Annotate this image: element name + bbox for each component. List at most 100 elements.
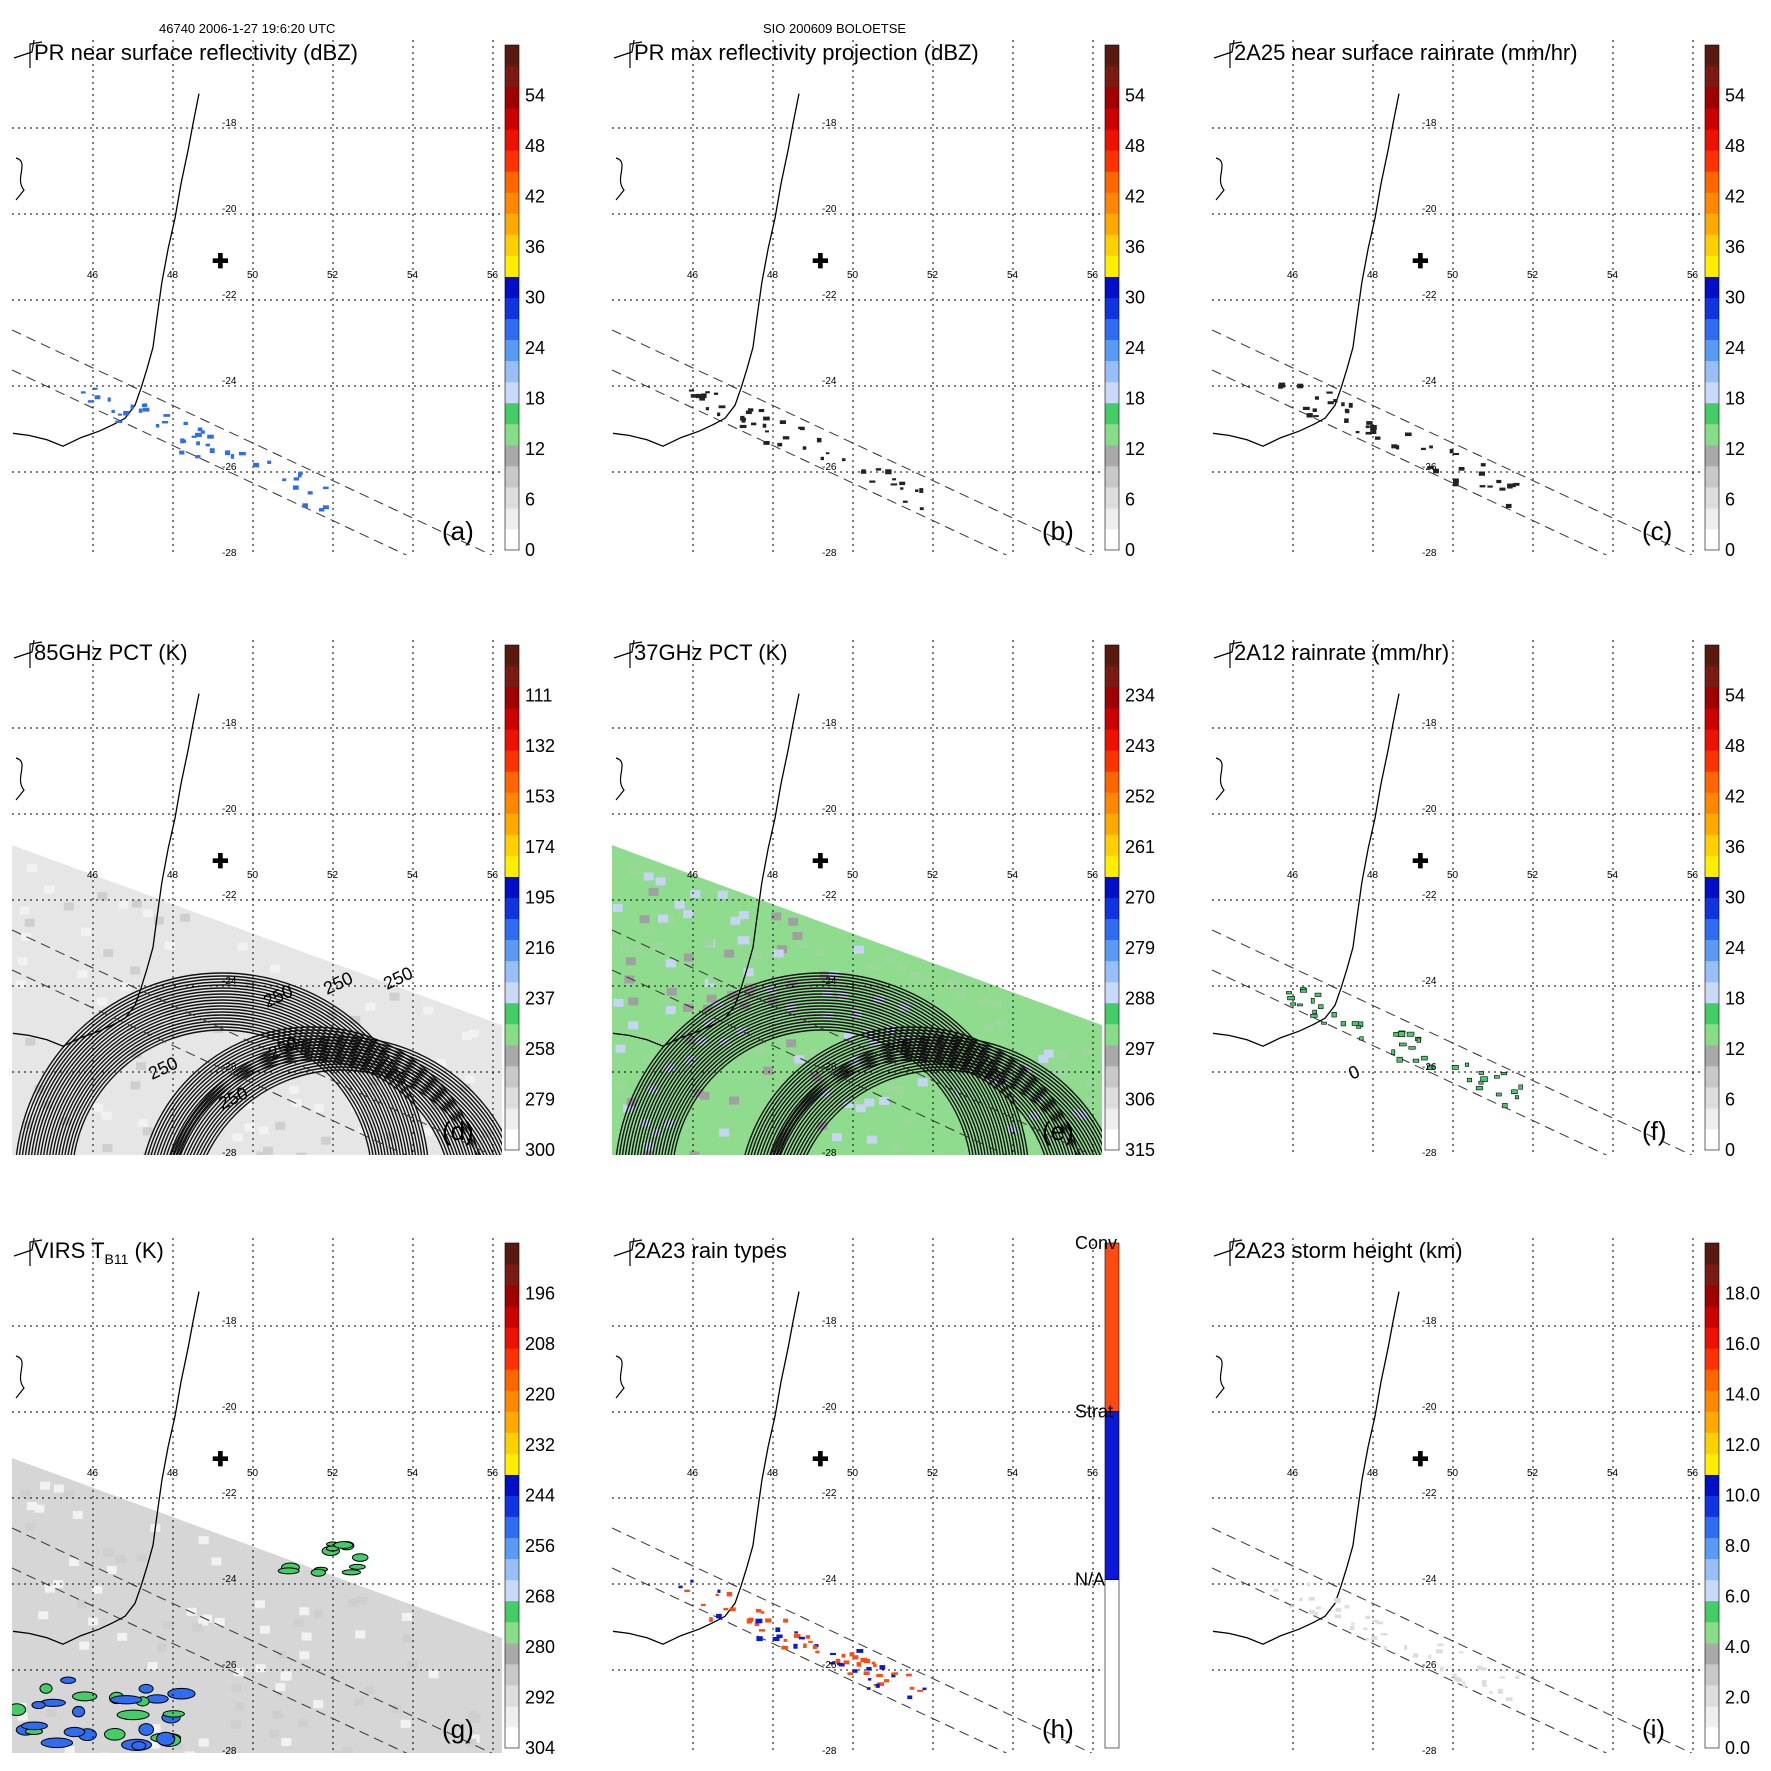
- rain-cell: [860, 470, 867, 474]
- title-end: (K): [128, 1238, 163, 1263]
- panel-title: PR near surface reflectivity (dBZ): [34, 40, 358, 65]
- rain-cell: [695, 393, 703, 399]
- colorbar-tick-label: 16.0: [1725, 1334, 1760, 1354]
- panel-title: 37GHz PCT (K): [634, 640, 788, 665]
- title-bracket: [629, 41, 643, 68]
- swath-pixel: [864, 1098, 875, 1107]
- lon-tick-label: 52: [327, 870, 339, 881]
- colorbar-segment: [1705, 1726, 1719, 1749]
- colorbar-segment: [505, 1128, 519, 1151]
- colorbar-segment: [505, 939, 519, 962]
- swath-pixel: [917, 1078, 928, 1087]
- rain-cell: [1312, 408, 1317, 412]
- rain-cell: [1505, 1697, 1513, 1701]
- swath-pixel: [899, 1003, 910, 1012]
- lat-tick-label: -20: [822, 204, 837, 215]
- colorbar-tick-label: 0.0: [1725, 1738, 1750, 1758]
- colorbar-segment: [1105, 318, 1119, 341]
- cold-cloud-blob: [167, 1687, 196, 1700]
- pct-contour-ring: [176, 1042, 502, 1155]
- title-bracket: [1229, 41, 1243, 68]
- colorbar: 0.0 2.0 4.0 6.0 8.0 10.0 12.0 14.0 16.0 18.0: [1704, 1242, 1760, 1758]
- cold-cloud-blob: [109, 1695, 143, 1705]
- rain-cell: [209, 448, 215, 454]
- lat-tick-label: -28: [822, 548, 837, 559]
- rain-cell: [1314, 992, 1322, 997]
- colorbar-segment: [505, 507, 519, 530]
- lon-tick-label: 52: [1527, 1468, 1539, 1479]
- colorbar-segment: [505, 1264, 519, 1286]
- rain-cell: [1505, 503, 1512, 509]
- swath-pixel: [93, 1103, 104, 1112]
- rain-cell: [852, 1655, 859, 1660]
- colorbar-segment: [505, 1306, 519, 1328]
- rain-cell: [1480, 463, 1486, 467]
- pct-contour-ring: [67, 1023, 377, 1155]
- lat-tick-label: -18: [1422, 118, 1437, 129]
- swath-pixel: [69, 1558, 80, 1566]
- colorbar-segment: [505, 192, 519, 214]
- lon-tick-label: 46: [687, 870, 699, 881]
- rain-cell: [282, 478, 287, 482]
- swath-pixel: [991, 1001, 1001, 1010]
- swath-pixel: [400, 1719, 411, 1728]
- colorbar-segment: [1705, 939, 1719, 962]
- title-bracket: [29, 1239, 43, 1266]
- swath-pixel: [801, 1154, 811, 1155]
- swath-pixel: [754, 1046, 765, 1055]
- panel-title: VIRS TB11 (K): [34, 1238, 164, 1267]
- rain-cell: [1391, 444, 1398, 449]
- colorbar-segment: [505, 1495, 519, 1518]
- swath-pixel: [644, 927, 655, 936]
- rain-cell: [751, 422, 757, 426]
- rain-cell: [876, 1674, 883, 1678]
- lat-tick-label: -20: [222, 204, 237, 215]
- swath-pixel: [82, 1029, 93, 1038]
- pct-contour-ring: [206, 1069, 478, 1155]
- cold-cloud-blob: [351, 1553, 369, 1562]
- rain-cell: [1511, 1089, 1518, 1095]
- cold-cloud-blob: [71, 1691, 98, 1702]
- colorbar-tick-label: 216: [525, 938, 555, 958]
- colorbar-segment: [1104, 1411, 1120, 1580]
- swath-pixel: [299, 1607, 310, 1616]
- rain-cell: [799, 426, 805, 431]
- swath-edge-line: [1212, 929, 1693, 1155]
- colorbar-segment: [1705, 1348, 1719, 1370]
- rain-cell: [1435, 1649, 1443, 1654]
- lat-tick-label: -26: [222, 1660, 237, 1671]
- colorbar-segment: [1705, 318, 1719, 341]
- rain-cell: [1273, 1588, 1279, 1592]
- storm-center-marker: ✚: [212, 251, 229, 273]
- swath-pixel: [44, 1584, 55, 1593]
- rain-cell: [238, 452, 246, 456]
- rain-cell: [906, 1673, 912, 1677]
- swath-pixel: [708, 975, 719, 984]
- swath-pixel: [648, 887, 659, 896]
- pct-contour-ring: [658, 1014, 986, 1155]
- lat-tick-label: -24: [1422, 1574, 1437, 1585]
- swath-pixel: [131, 1050, 142, 1058]
- colorbar-segment: [1105, 1086, 1119, 1109]
- colorbar-tick-label: 54: [525, 86, 545, 106]
- swath-pixel: [467, 1710, 478, 1719]
- rain-cell: [1421, 447, 1426, 451]
- swath-pixel: [42, 1101, 53, 1109]
- africa-coastline: [15, 757, 25, 801]
- lon-tick-label: 48: [1367, 1468, 1379, 1479]
- swath-pixel: [130, 1081, 141, 1090]
- colorbar-segment: [1705, 813, 1719, 835]
- swath-pixel: [244, 1123, 255, 1132]
- colorbar-tick-label: 42: [525, 187, 545, 207]
- swath-pixel: [739, 1001, 750, 1010]
- pct-contour-ring: [70, 1026, 374, 1155]
- coastline: [1212, 693, 1400, 1047]
- swath-pixel: [289, 1086, 300, 1094]
- panel-letter: (e): [1042, 1116, 1074, 1146]
- colorbar-tick-label: 6: [525, 490, 535, 510]
- coastline-fragment: [1213, 40, 1235, 59]
- lat-tick-label: -24: [222, 376, 237, 387]
- colorbar-segment: [505, 234, 519, 256]
- rain-cell: [1297, 1003, 1303, 1007]
- swath-pixel: [46, 1709, 57, 1718]
